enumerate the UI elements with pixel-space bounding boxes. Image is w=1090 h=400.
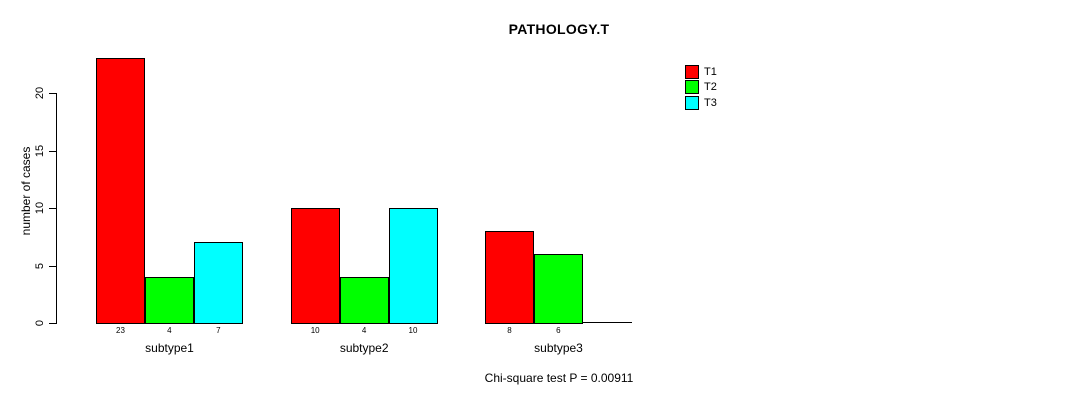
bar-T3-subtype1 bbox=[193, 242, 243, 324]
y-axis-tick bbox=[49, 208, 56, 209]
bar-T1-subtype2 bbox=[290, 208, 340, 324]
y-axis-tick-label: 10 bbox=[34, 201, 46, 215]
bar-T3-subtype2 bbox=[388, 208, 438, 324]
legend-label: T2 bbox=[704, 81, 717, 94]
category-label-subtype1: subtype1 bbox=[145, 341, 194, 355]
bar-T2-subtype3 bbox=[533, 254, 583, 324]
bar-value-label: 10 bbox=[408, 326, 418, 335]
bar-value-label: 4 bbox=[361, 326, 367, 335]
legend-swatch-T2 bbox=[685, 80, 699, 95]
bar-value-label: 7 bbox=[216, 326, 221, 335]
chi-square-annotation: Chi-square test P = 0.00911 bbox=[484, 371, 634, 385]
bar-T1-subtype3 bbox=[485, 231, 534, 324]
legend-item-T1: T1 bbox=[685, 65, 717, 79]
bar-T2-subtype1 bbox=[144, 277, 194, 324]
bar-value-label: 4 bbox=[167, 326, 172, 335]
y-axis-tick bbox=[49, 265, 56, 267]
legend-item-T3: T3 bbox=[685, 95, 717, 110]
bar-T2-subtype2 bbox=[339, 277, 389, 324]
legend-swatch-T1 bbox=[685, 65, 699, 79]
legend-swatch-T3 bbox=[685, 95, 699, 110]
y-axis-line bbox=[56, 93, 57, 324]
category-label-subtype2: subtype2 bbox=[339, 341, 389, 355]
y-axis-tick-label: 20 bbox=[34, 86, 46, 100]
chart-title: PATHOLOGY.T bbox=[508, 21, 610, 37]
bar-value-label: 23 bbox=[116, 326, 125, 335]
category-label-subtype3: subtype3 bbox=[534, 341, 583, 355]
bar-value-label: 8 bbox=[507, 326, 512, 335]
bar-T1-subtype1 bbox=[96, 58, 145, 324]
y-axis-tick bbox=[49, 323, 56, 324]
y-axis-tick bbox=[49, 150, 56, 152]
y-axis-tick-label: 0 bbox=[34, 319, 46, 327]
bar-value-label: 10 bbox=[310, 326, 320, 335]
y-axis-tick bbox=[49, 93, 56, 94]
legend-item-T2: T2 bbox=[685, 80, 717, 95]
legend-label: T1 bbox=[704, 66, 717, 78]
bar-value-label: 6 bbox=[556, 326, 561, 335]
y-axis-tick-label: 15 bbox=[34, 144, 46, 157]
legend-label: T3 bbox=[704, 96, 717, 109]
y-axis-tick-label: 5 bbox=[34, 262, 46, 269]
bar-T3-subtype3-zero bbox=[582, 322, 632, 323]
